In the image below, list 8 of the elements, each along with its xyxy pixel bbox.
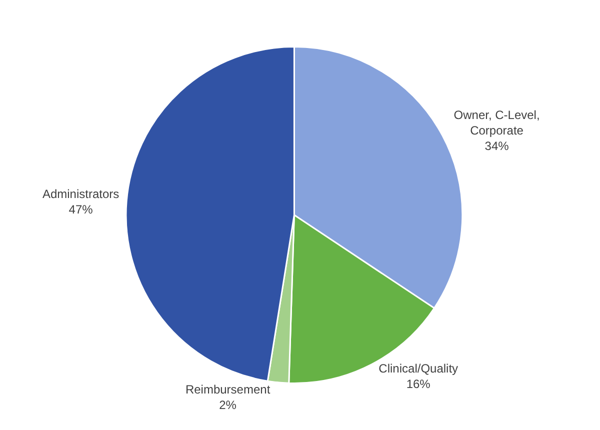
data-label: 34% <box>484 139 510 154</box>
slice-label: Clinical/Quality <box>378 361 458 376</box>
slice-label: Reimbursement <box>185 382 271 396</box>
data-label: 47% <box>68 202 94 216</box>
slice-label: Administrators <box>42 186 120 201</box>
data-label: 2% <box>219 398 237 412</box>
data-label: 16% <box>406 376 431 391</box>
slice-label: Owner, C-Level, Corporate <box>454 108 540 138</box>
